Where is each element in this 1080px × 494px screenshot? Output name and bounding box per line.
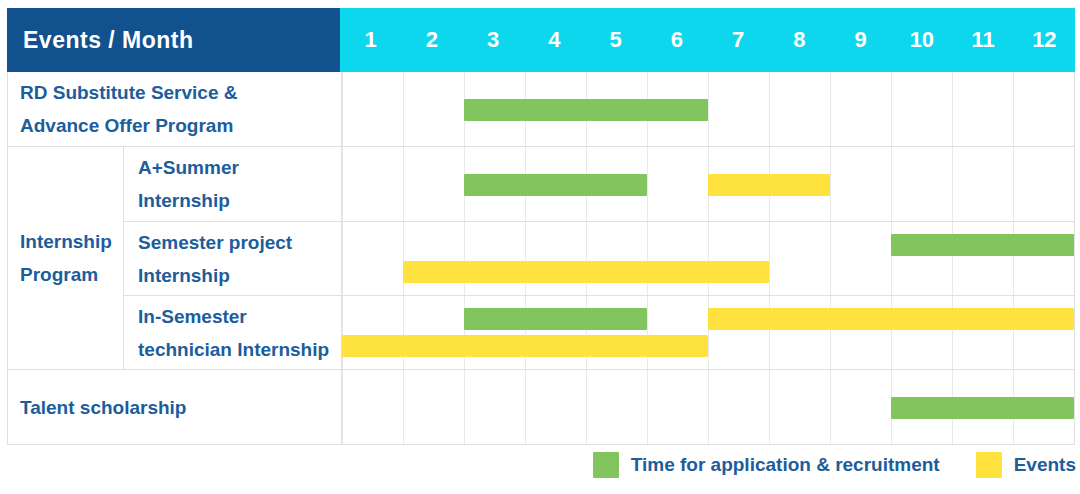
row-label-line: technician Internship bbox=[138, 333, 341, 366]
gantt-bar-recruitment-m3-m5 bbox=[464, 308, 647, 330]
row-label-line: RD Substitute Service & bbox=[20, 76, 341, 109]
legend-item-events: Events bbox=[976, 452, 1076, 478]
row-label-rd-substitute-service: RD Substitute Service & Advance Offer Pr… bbox=[8, 72, 341, 146]
row-label-line: Internship bbox=[138, 259, 341, 292]
internship-program-rows: A+Summer Internship Semester project Int… bbox=[124, 147, 1074, 369]
row-label-a-summer-internship: A+Summer Internship bbox=[124, 147, 341, 221]
gantt-lane-talent-scholarship bbox=[341, 370, 1074, 444]
legend-label-events: Events bbox=[1014, 454, 1076, 476]
month-label-5: 5 bbox=[585, 8, 646, 72]
month-label-3: 3 bbox=[463, 8, 524, 72]
gantt-bar-event-m7-m12 bbox=[708, 308, 1074, 330]
gantt-bar-event-m2-m7 bbox=[403, 261, 769, 283]
gantt-lane-rd-substitute-service bbox=[341, 72, 1074, 146]
legend-label-recruitment: Time for application & recruitment bbox=[631, 454, 940, 476]
gantt-schedule: Events / Month 123456789101112 RD Substi… bbox=[0, 0, 1080, 494]
month-label-11: 11 bbox=[953, 8, 1014, 72]
month-label-10: 10 bbox=[891, 8, 952, 72]
month-label-2: 2 bbox=[401, 8, 462, 72]
row-label-line: A+Summer bbox=[138, 151, 341, 184]
row-label-line: In-Semester bbox=[138, 300, 341, 333]
month-header-row: 123456789101112 bbox=[340, 8, 1075, 72]
row-label-line: Semester project bbox=[138, 226, 341, 259]
row-label-line: Advance Offer Program bbox=[20, 109, 341, 142]
rowgroup-internship-program: Internship Program A+Summer Internship S… bbox=[8, 146, 1074, 369]
row-label-line: Talent scholarship bbox=[20, 391, 341, 424]
group-label-line: Program bbox=[20, 258, 123, 291]
gantt-table: Events / Month 123456789101112 RD Substi… bbox=[7, 8, 1075, 445]
row-a-summer-internship: A+Summer Internship bbox=[124, 147, 1074, 221]
row-label-talent-scholarship: Talent scholarship bbox=[8, 370, 341, 444]
gantt-bar-event-m7-m8 bbox=[708, 174, 830, 196]
gantt-lane-a-summer-internship bbox=[341, 147, 1074, 221]
month-label-6: 6 bbox=[646, 8, 707, 72]
month-label-9: 9 bbox=[830, 8, 891, 72]
month-label-7: 7 bbox=[708, 8, 769, 72]
gantt-lane-semester-project-internship bbox=[341, 222, 1074, 295]
group-label-line: Internship bbox=[20, 225, 123, 258]
table-body: RD Substitute Service & Advance Offer Pr… bbox=[7, 72, 1075, 445]
row-label-line: Internship bbox=[138, 184, 341, 217]
table-header: Events / Month 123456789101112 bbox=[7, 8, 1075, 72]
gantt-bar-recruitment-m3-m5 bbox=[464, 174, 647, 196]
month-label-4: 4 bbox=[524, 8, 585, 72]
yellow-swatch-icon bbox=[976, 452, 1002, 478]
row-semester-project-internship: Semester project Internship bbox=[124, 221, 1074, 295]
gantt-lane-in-semester-technician-internship bbox=[341, 296, 1074, 369]
row-talent-scholarship: Talent scholarship bbox=[8, 369, 1074, 444]
row-label-semester-project-internship: Semester project Internship bbox=[124, 222, 341, 295]
gantt-bar-event-m1-m6 bbox=[342, 335, 708, 357]
month-label-8: 8 bbox=[769, 8, 830, 72]
green-swatch-icon bbox=[593, 452, 619, 478]
row-in-semester-technician-internship: In-Semester technician Internship bbox=[124, 295, 1074, 369]
month-label-1: 1 bbox=[340, 8, 401, 72]
legend: Time for application & recruitment Event… bbox=[0, 452, 1076, 478]
events-month-header: Events / Month bbox=[7, 8, 340, 72]
month-label-12: 12 bbox=[1014, 8, 1075, 72]
row-rd-substitute-service: RD Substitute Service & Advance Offer Pr… bbox=[8, 72, 1074, 146]
gantt-bar-recruitment-m3-m6 bbox=[464, 99, 708, 121]
gantt-bar-recruitment-m10-m12 bbox=[891, 397, 1074, 419]
gantt-bar-recruitment-m10-m12 bbox=[891, 234, 1074, 256]
legend-item-recruitment: Time for application & recruitment bbox=[593, 452, 940, 478]
row-label-in-semester-technician-internship: In-Semester technician Internship bbox=[124, 296, 341, 369]
group-label-internship-program: Internship Program bbox=[8, 147, 124, 369]
